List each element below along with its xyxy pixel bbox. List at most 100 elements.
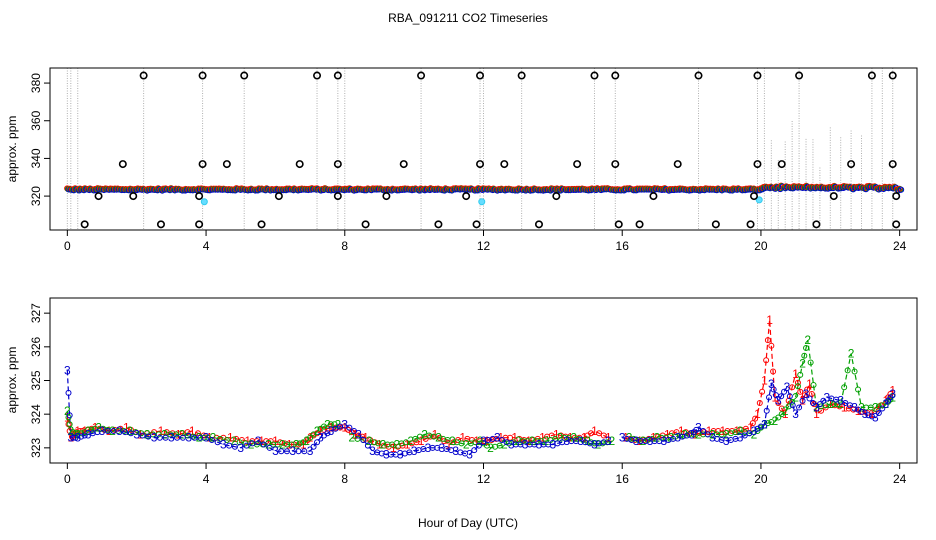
series-1-point <box>413 439 420 446</box>
series-3-label: 3 <box>823 390 830 404</box>
series-2-point <box>764 420 771 427</box>
series-3-point <box>700 428 707 435</box>
outlier-point <box>333 192 342 201</box>
series-3-point <box>766 394 773 401</box>
series-3-point <box>586 440 593 447</box>
series-3-point <box>70 434 77 441</box>
series-2-point <box>844 367 851 374</box>
series-2-label: 2 <box>463 437 470 451</box>
series-2-point <box>375 440 382 447</box>
series-3-point <box>191 434 198 441</box>
series-2-label: 2 <box>723 427 730 441</box>
series-2-label: 2 <box>529 434 536 448</box>
series-3-point <box>517 441 524 448</box>
outlier-point <box>673 160 682 169</box>
series-1-point <box>233 435 240 442</box>
series-2-point <box>801 352 808 359</box>
series-2-point <box>300 439 307 446</box>
series-3-point <box>786 393 793 400</box>
outlier-point <box>195 192 204 201</box>
series-3-label: 3 <box>411 444 418 458</box>
series-1-point <box>797 388 804 395</box>
series-3-label: 3 <box>775 394 782 408</box>
series-2-point <box>223 436 230 443</box>
series-1-label: 1 <box>733 424 740 438</box>
series-2-label: 2 <box>608 434 615 448</box>
series-2-label: 2 <box>393 437 400 451</box>
series-2-point <box>190 433 197 440</box>
series-3-label: 3 <box>397 448 404 462</box>
series-2-point <box>797 371 804 378</box>
series-3-label: 3 <box>889 387 896 401</box>
series-2-point <box>807 359 814 366</box>
series-1-label: 1 <box>636 434 643 448</box>
series-2-label: 2 <box>95 421 102 435</box>
series-3-point <box>139 432 146 439</box>
series-3-label: 3 <box>695 421 702 435</box>
series-2-point <box>184 432 191 439</box>
series-3-label: 3 <box>591 437 598 451</box>
series-1-point <box>600 432 607 439</box>
series-3-label: 3 <box>737 431 744 445</box>
series-3-point <box>559 439 566 446</box>
series-1-label: 1 <box>64 411 71 425</box>
series-1-point <box>253 438 260 445</box>
series-3-label: 3 <box>220 437 227 451</box>
series-1-point <box>811 401 818 408</box>
series-3-label: 3 <box>289 444 296 458</box>
top-panel: 0 4 8 12 16 20 24 320 340 360 380 approx. ppm <box>5 67 918 253</box>
top-panel-data <box>64 68 905 230</box>
series-3-point <box>243 442 250 449</box>
series-1-label: 1 <box>678 424 685 438</box>
series-3-point <box>816 401 823 408</box>
series-1-label: 1 <box>567 431 574 445</box>
top-y-axis-label: approx. ppm <box>5 116 19 183</box>
series-3-point <box>278 448 285 455</box>
outlier-point <box>795 71 804 80</box>
series-3-point <box>104 428 111 435</box>
series-1-label: 1 <box>813 407 820 421</box>
series-1-label: 1 <box>244 434 251 448</box>
bottom-y-tick-label: 324 <box>29 404 43 424</box>
series-3-point <box>842 399 849 406</box>
series-3-point <box>226 442 233 449</box>
series-1-label: 1 <box>799 394 806 408</box>
series-1-label: 1 <box>719 424 726 438</box>
series-2-point <box>690 431 697 438</box>
series-1-label: 1 <box>706 424 713 438</box>
series-3-point <box>179 434 186 441</box>
series-1-label: 1 <box>106 424 113 438</box>
series-3-point <box>351 428 358 435</box>
series-3-point <box>718 436 725 443</box>
series-1-label: 1 <box>792 367 799 381</box>
series-3-point <box>127 430 134 437</box>
series-3-label: 3 <box>168 431 175 445</box>
series-1-point <box>101 426 108 433</box>
series-3-point <box>81 432 88 439</box>
outlier-point <box>476 71 485 80</box>
series-1-label: 1 <box>806 377 813 391</box>
series-2-label: 2 <box>813 400 820 414</box>
series-1-label: 1 <box>473 434 480 448</box>
series-3-label: 3 <box>383 448 390 462</box>
series-1-point <box>794 379 801 386</box>
series-1-point <box>818 407 825 414</box>
series-2-label: 2 <box>799 357 806 371</box>
series-1-label: 1 <box>889 384 896 398</box>
series-1-point <box>144 430 151 437</box>
series-3-point <box>887 394 894 401</box>
series-2-point <box>412 435 419 442</box>
series-1-point <box>770 368 777 375</box>
series-3-label: 3 <box>851 400 858 414</box>
series-3-point <box>310 443 317 450</box>
series-3-point <box>741 432 748 439</box>
series-1-point <box>789 384 796 391</box>
series-3-point <box>94 429 101 436</box>
series-2-label: 2 <box>882 397 889 411</box>
outlier-point <box>462 192 471 201</box>
outlier-point <box>812 220 821 229</box>
series-2-point <box>552 435 559 442</box>
series-2-label: 2 <box>366 434 373 448</box>
series-3-point <box>208 436 215 443</box>
series-1-label: 1 <box>189 424 196 438</box>
